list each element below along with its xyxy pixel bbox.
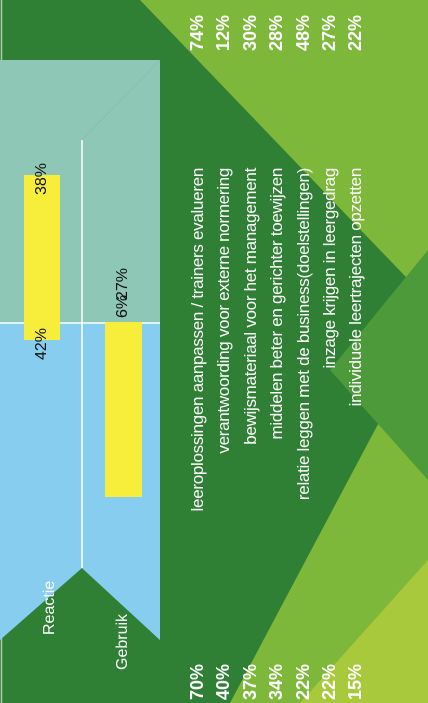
- bg-light-top: [140, 0, 428, 300]
- bar-gebruik: [105, 322, 142, 497]
- right-percent: 22%: [345, 14, 366, 51]
- right-percent: 27%: [319, 14, 339, 51]
- left-percent: 15%: [345, 663, 366, 700]
- item-description: relatie leggen met de business(doelstell…: [293, 168, 313, 501]
- item-description: middelen beter en gerichter toewijzen: [267, 168, 287, 440]
- item-description: individuele leertrajecten opzetten: [346, 168, 366, 407]
- bar-label-reactie-2: 38%: [33, 162, 50, 195]
- right-percent: 48%: [292, 14, 313, 51]
- bg-dark-right: [330, 250, 428, 480]
- legend-reactie: Reactie: [41, 580, 58, 635]
- right-percent: 28%: [266, 14, 287, 51]
- legend-gebruik: Gebruik: [114, 613, 131, 670]
- left-percent: 22%: [292, 663, 313, 700]
- bar-reactie: [24, 175, 60, 340]
- left-percent: 40%: [213, 663, 234, 700]
- item-description: leeroplossingen aanpassen / trainers eva…: [188, 168, 207, 512]
- left-percent: 37%: [239, 663, 260, 700]
- left-percent: 34%: [266, 663, 287, 700]
- bg-lime-bottom: [300, 560, 428, 703]
- bar-label-reactie-1: 42%: [33, 327, 50, 360]
- item-description: verantwoording voor externe normering: [214, 168, 234, 454]
- left-percent: 70%: [187, 663, 207, 700]
- item-description: bewijsmateriaal voor het management: [240, 168, 260, 445]
- item-description: inzage krijgen in leergedrag: [320, 168, 339, 369]
- gebruik-area-lower: [0, 323, 82, 640]
- bar-label-gebruik-2: 6%: [114, 294, 131, 318]
- right-percent: 74%: [187, 14, 207, 51]
- right-percent: 30%: [239, 14, 260, 51]
- left-percent: 22%: [319, 663, 339, 700]
- right-percent: 12%: [213, 14, 234, 51]
